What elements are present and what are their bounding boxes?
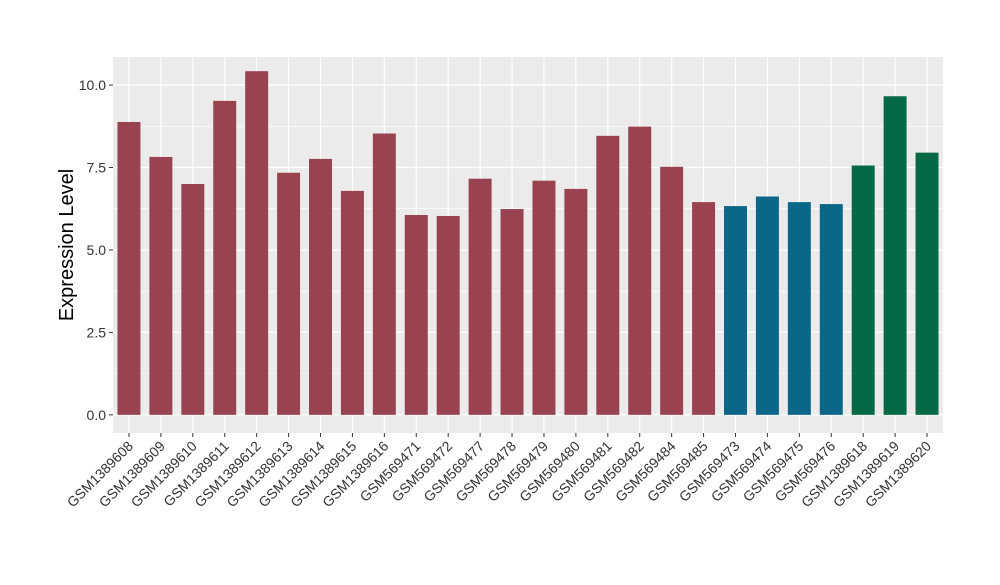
bar-GSM569477 xyxy=(468,178,492,415)
y-axis-title: Expression Level xyxy=(56,169,78,321)
bar-GSM1389610 xyxy=(181,183,205,415)
bar-GSM1389618 xyxy=(851,165,875,415)
bar-GSM1389619 xyxy=(883,96,907,415)
y-axis: 0.0 2.5 5.0 7.5 10.0 xyxy=(79,77,113,423)
y-tick-label: 5.0 xyxy=(87,242,107,258)
bar-GSM569471 xyxy=(404,214,428,415)
bar-GSM1389615 xyxy=(340,190,364,415)
bar-GSM569475 xyxy=(787,202,811,415)
bar-GSM569481 xyxy=(596,135,620,415)
bar-GSM569485 xyxy=(692,202,716,415)
bar-GSM569484 xyxy=(660,166,684,415)
bar-GSM1389612 xyxy=(245,71,269,415)
y-tick-label: 2.5 xyxy=(87,324,107,340)
bar-GSM1389613 xyxy=(277,172,301,415)
bar-GSM1389608 xyxy=(117,121,141,415)
bar-GSM569474 xyxy=(755,196,779,415)
bar-GSM1389611 xyxy=(213,100,237,415)
bar-GSM569480 xyxy=(564,188,588,415)
bar-GSM569479 xyxy=(532,180,556,415)
x-axis: GSM1389608GSM1389609GSM1389610GSM1389611… xyxy=(64,433,934,510)
bar-GSM1389620 xyxy=(915,152,939,415)
bar-GSM569476 xyxy=(819,204,843,415)
bar-GSM569473 xyxy=(724,206,747,415)
y-tick-label: 0.0 xyxy=(87,407,107,423)
plot-panel xyxy=(113,57,943,433)
y-tick-label: 7.5 xyxy=(87,159,107,175)
bar-GSM569472 xyxy=(436,215,460,415)
bar-GSM1389614 xyxy=(309,158,332,415)
y-tick-label: 10.0 xyxy=(79,77,106,93)
bar-GSM569478 xyxy=(500,209,524,415)
bars xyxy=(117,71,939,415)
bar-GSM569482 xyxy=(628,126,652,415)
bar-GSM1389616 xyxy=(372,133,396,415)
bar-GSM1389609 xyxy=(149,156,173,415)
